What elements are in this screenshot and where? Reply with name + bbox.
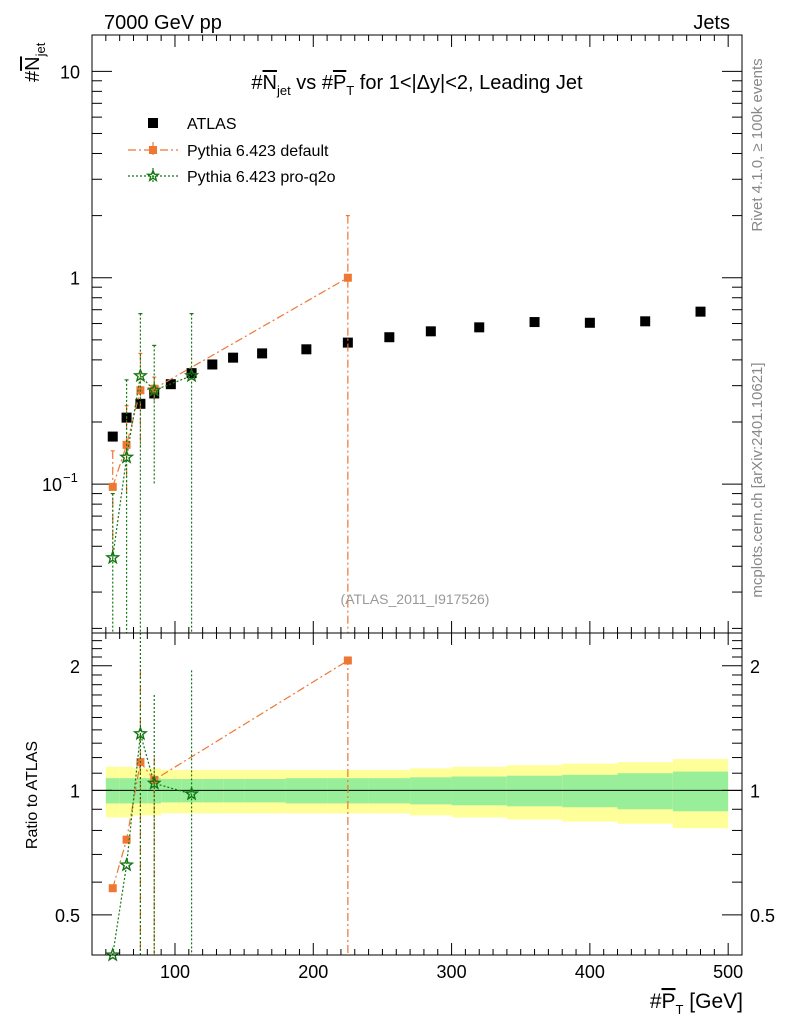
legend-atlas-marker [148,118,158,128]
series-point-proq2o [118,449,135,464]
y-tick-label: 1 [70,269,80,289]
x-tick-label: 400 [575,962,605,982]
ylabel-hash: # [22,70,44,82]
atlas-data-point [257,348,268,359]
ratio-point-proq2o [105,946,121,962]
y-tick-label: 10 [60,62,80,82]
y-axis-label: #Njet [22,42,48,82]
x-tick-label: 500 [713,962,743,982]
xlabel-unit: [GeV] [683,990,743,1013]
title-vs: vs # [291,72,334,94]
atlas-data-point [207,359,218,370]
ratio-point-proq2o [132,725,149,741]
title-rest: for 1<|Δy|<2, Leading Jet [354,72,583,94]
legend-default-label: Pythia 6.423 default [187,143,329,160]
ratio-tick-label-right: 2 [750,657,760,677]
atlas-data-point [384,332,395,343]
atlas-data-point [107,431,118,442]
ratio-point-proq2o [118,857,135,872]
series-point-proq2o [132,367,149,383]
ylabel-jet-sub: jet [33,42,48,57]
xlabel-p: P [662,990,676,1013]
ratio-tick-label-right: 1 [750,781,760,801]
ratio-tick-label-left: 1 [70,781,80,801]
ratio-band-inner [506,775,563,807]
ratio-point-default [108,884,117,893]
ratio-tick-label-left: 0.5 [55,906,80,926]
ratio-axis-ticks: 100 200 300 400 500 2 2 1 1 0.5 0.5 [55,632,775,982]
x-tick-label: 100 [160,962,190,982]
atlas-data-point [529,317,540,328]
ratio-panel: 100 200 300 400 500 2 2 1 1 0.5 0.5 [55,632,775,982]
ratio-frame [91,632,743,956]
series-point-proq2o [105,549,121,565]
ratio-band-inner [451,776,507,806]
series-point-proq2o [183,367,200,383]
series-point-default [150,384,159,393]
main-data-layer [105,215,706,633]
x-axis-label: #PT [GeV] [650,990,743,1017]
chart-title: #Njet vs #PT for 1<|Δy|<2, Leading Jet [251,72,583,98]
ratio-band-inner [617,773,673,810]
ratio-band-inner [562,774,618,808]
y-tick-exponent: −1 [63,470,78,485]
series-point-proq2o [146,382,162,397]
header-right: Jets [693,12,730,34]
ratio-y-axis-label: Ratio to ATLAS [24,741,41,849]
atlas-data-point [186,368,197,379]
ratio-data-layer [105,633,352,962]
x-tick-label: 200 [298,962,328,982]
ratio-point-proq2o [146,775,162,790]
atlas-data-point [425,326,436,337]
rivet-label: Rivet 4.1.0, ≥ 100k events [749,58,766,231]
legend-atlas-label: ATLAS [187,116,237,133]
legend: ATLAS Pythia 6.423 default Pythia 6.423 … [128,116,336,186]
ratio-point-proq2o [183,786,200,801]
x-tick-label: 300 [437,962,467,982]
series-line-1 [112,374,192,558]
series-line-0 [112,277,349,488]
title-t-sub: T [346,83,354,98]
ratio-point-default [343,656,352,665]
xlabel-t-sub: T [676,1002,684,1017]
ratio-tick-label-left: 2 [70,657,80,677]
legend-proq2o-marker [145,168,161,182]
title-jet-sub: jet [276,83,291,98]
analysis-watermark: (ATLAS_2011_I917526) [341,591,490,607]
xlabel-hash: # [650,990,662,1013]
title-n: N [263,72,277,94]
atlas-data-point [584,317,595,328]
y-tick-label: 10 [42,475,62,495]
series-point-default [343,273,352,282]
series-point-default [108,482,117,491]
ratio-bands [92,759,742,829]
ratio-band-inner [672,771,729,812]
atlas-data-point [342,337,353,348]
header-left: 7000 GeV pp [104,12,222,34]
atlas-data-point [228,352,239,363]
atlas-data-point [301,344,312,355]
title-p: P [333,72,346,94]
title-hash: # [251,72,263,94]
atlas-data-point [695,306,706,317]
ratio-tick-label-right: 0.5 [750,906,775,926]
atlas-data-point [474,322,485,333]
ylabel-n: N [22,56,44,70]
ratio-point-default [122,835,131,844]
ratio-band-inner [410,777,452,805]
atlas-data-point [640,316,651,327]
legend-default-marker [149,146,157,154]
legend-proq2o-label: Pythia 6.423 pro-q2o [187,169,336,186]
ratio-series-line-1 [112,733,192,956]
mcplots-label: mcplots.cern.ch [arXiv:2401.10621] [749,362,766,597]
